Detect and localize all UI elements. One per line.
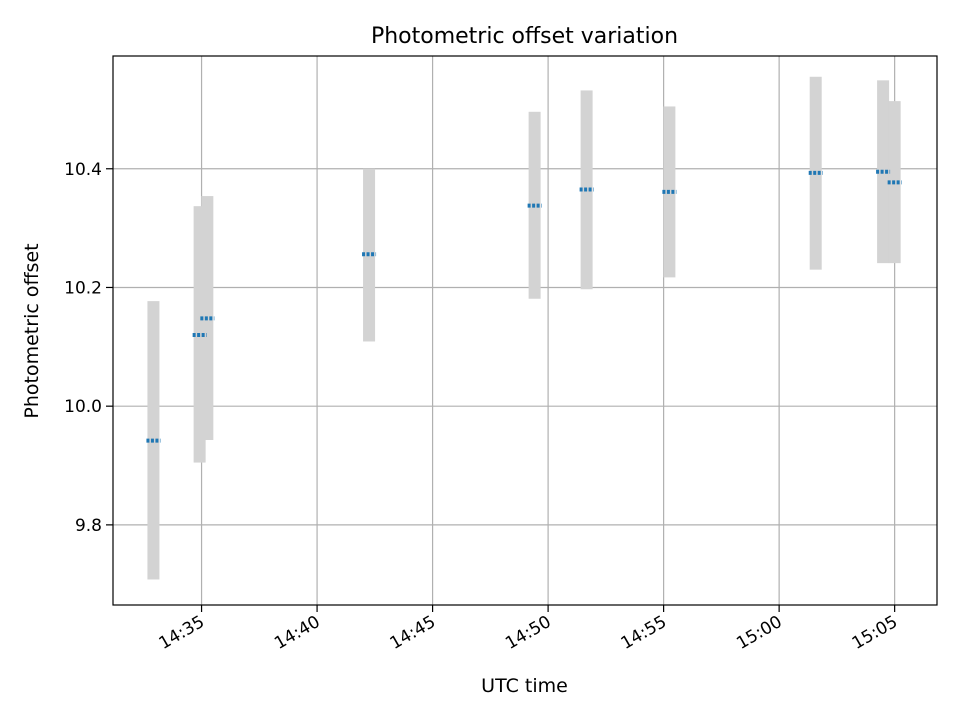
x-axis-label: UTC time: [481, 675, 568, 697]
x-tick-label: 14:55: [618, 612, 670, 654]
data-points: [146, 169, 902, 443]
y-tick-label: 9.8: [75, 516, 102, 536]
chart-title: Photometric offset variation: [371, 24, 678, 49]
error-bars: [147, 76, 901, 580]
plot-area-frame: [112, 55, 938, 606]
y-tick-label: 10.4: [64, 160, 102, 180]
y-axis-label: Photometric offset: [21, 243, 43, 418]
grid-lines: [113, 56, 937, 605]
x-tick-label: 14:35: [156, 612, 208, 654]
y-tick-label: 10.2: [64, 278, 102, 298]
x-tick-label: 15:05: [849, 612, 901, 654]
y-tick-label: 10.0: [64, 397, 102, 417]
axis-ticks: 14:35 14:40 14:45 14:50 14:55 15:00 15:05 9.8 10…: [64, 160, 901, 654]
x-tick-label: 14:40: [271, 612, 323, 654]
x-tick-label: 14:50: [502, 612, 554, 654]
x-tick-label: 15:00: [733, 612, 785, 654]
x-tick-label: 14:45: [387, 612, 439, 654]
